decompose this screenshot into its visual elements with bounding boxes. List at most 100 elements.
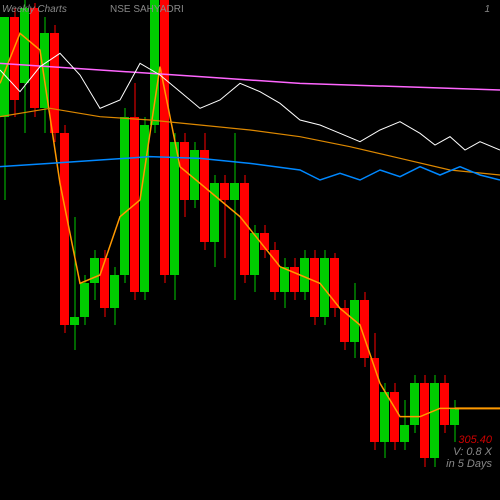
candle — [330, 0, 339, 500]
candle — [220, 0, 229, 500]
candle — [70, 0, 79, 500]
candle-body — [200, 150, 209, 242]
candle-body — [360, 300, 369, 358]
candle-body — [0, 17, 9, 117]
candle-body — [60, 133, 69, 325]
candle-body — [400, 425, 409, 442]
candle — [150, 0, 159, 500]
candle — [380, 0, 389, 500]
price-value: 305.40 — [446, 434, 492, 446]
interval-label: 1 — [484, 4, 490, 15]
chart-container: Weekly Charts NSE SAHYADRI 1 305.40 V: 0… — [0, 0, 500, 500]
volume-value: V: 0.8 X — [446, 446, 492, 458]
candle — [100, 0, 109, 500]
candle-body — [80, 283, 89, 316]
candle — [450, 0, 459, 500]
info-box: 305.40 V: 0.8 X in 5 Days — [446, 434, 492, 470]
candle — [250, 0, 259, 500]
candle — [390, 0, 399, 500]
candle-wick — [74, 217, 75, 350]
candle — [440, 0, 449, 500]
candle — [80, 0, 89, 500]
symbol-label: NSE SAHYADRI — [110, 4, 184, 15]
candle-body — [280, 267, 289, 292]
candle — [230, 0, 239, 500]
candle-body — [220, 183, 229, 200]
candle-body — [250, 233, 259, 275]
candle-body — [440, 383, 449, 425]
candle — [400, 0, 409, 500]
candle-body — [110, 275, 119, 308]
candle — [130, 0, 139, 500]
candle-body — [350, 300, 359, 342]
candle-body — [170, 142, 179, 275]
candle — [430, 0, 439, 500]
candle-body — [20, 8, 29, 83]
candle — [40, 0, 49, 500]
candle-body — [30, 8, 39, 108]
candle — [160, 0, 169, 500]
candle-body — [140, 125, 149, 292]
candle — [340, 0, 349, 500]
candle-body — [50, 33, 59, 133]
candle — [410, 0, 419, 500]
candle — [20, 0, 29, 500]
candle — [210, 0, 219, 500]
candle — [280, 0, 289, 500]
candle-body — [10, 17, 19, 100]
candle-body — [450, 408, 459, 425]
candle — [300, 0, 309, 500]
candle-body — [70, 317, 79, 325]
period-value: in 5 Days — [446, 458, 492, 470]
candle-body — [150, 0, 159, 125]
candle-body — [160, 0, 169, 275]
candle — [310, 0, 319, 500]
candle-body — [340, 308, 349, 341]
candle — [350, 0, 359, 500]
candle-body — [230, 183, 239, 200]
candle — [180, 0, 189, 500]
candle-body — [300, 258, 309, 291]
candle — [170, 0, 179, 500]
candle — [420, 0, 429, 500]
candle-body — [430, 383, 439, 458]
chart-type-label: Weekly Charts — [2, 4, 67, 15]
candle-body — [380, 392, 389, 442]
candle — [240, 0, 249, 500]
candle-body — [290, 267, 299, 292]
candle — [0, 0, 9, 500]
candle-body — [120, 117, 129, 275]
candle-body — [310, 258, 319, 316]
candle — [370, 0, 379, 500]
candle — [30, 0, 39, 500]
candle-body — [410, 383, 419, 425]
candle-body — [100, 258, 109, 308]
candle-body — [210, 183, 219, 241]
candle-body — [190, 150, 199, 200]
candle-body — [390, 392, 399, 442]
candle — [200, 0, 209, 500]
candle — [10, 0, 19, 500]
candle — [110, 0, 119, 500]
candle-body — [130, 117, 139, 292]
candle-wick — [234, 133, 235, 300]
candle — [360, 0, 369, 500]
candle-body — [420, 383, 429, 458]
candle-body — [240, 183, 249, 275]
candle-body — [270, 250, 279, 292]
candle-body — [40, 33, 49, 108]
candle — [60, 0, 69, 500]
candle — [190, 0, 199, 500]
candle — [140, 0, 149, 500]
candle — [290, 0, 299, 500]
candle-body — [90, 258, 99, 283]
candle — [120, 0, 129, 500]
candle — [270, 0, 279, 500]
candle — [320, 0, 329, 500]
candle-body — [180, 142, 189, 200]
candle-body — [330, 258, 339, 308]
candle — [260, 0, 269, 500]
candle-body — [320, 258, 329, 316]
candle — [50, 0, 59, 500]
candle — [90, 0, 99, 500]
